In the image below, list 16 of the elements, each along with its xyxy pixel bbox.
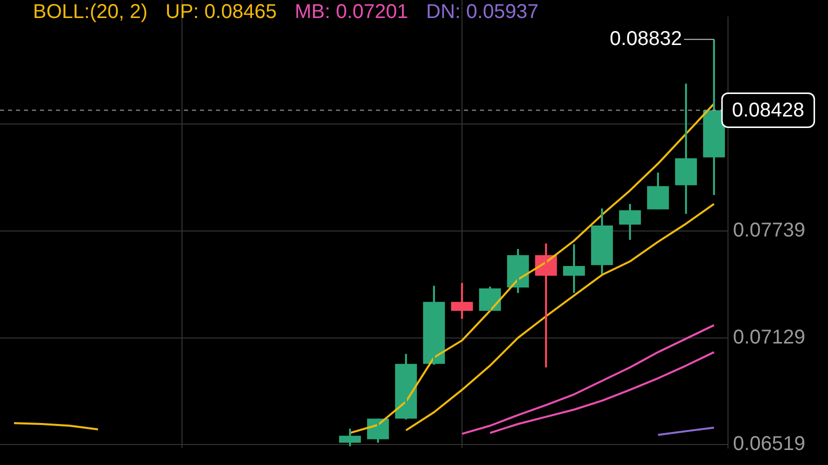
ref-line-label: 0.08428 — [732, 100, 804, 122]
candlestick — [451, 282, 473, 320]
annotation: 0.08832 — [610, 28, 682, 50]
annotation: DN: 0.05937 — [426, 1, 538, 23]
candlestick — [339, 428, 361, 448]
text: UP: 0.08465 — [166, 1, 277, 23]
y-tick-label: 0.06519 — [733, 433, 806, 456]
y-tick-label: 0.07129 — [733, 326, 806, 348]
legend-title: BOLL:(20, 2) — [33, 1, 148, 23]
text: MB: 0.07201 — [294, 1, 408, 23]
y-tick-label: 0.07739 — [733, 219, 806, 242]
candlestick — [563, 243, 585, 294]
candlestick — [619, 202, 641, 241]
candlestick — [675, 82, 697, 215]
candlestick — [591, 207, 613, 276]
candlestick — [647, 172, 669, 210]
